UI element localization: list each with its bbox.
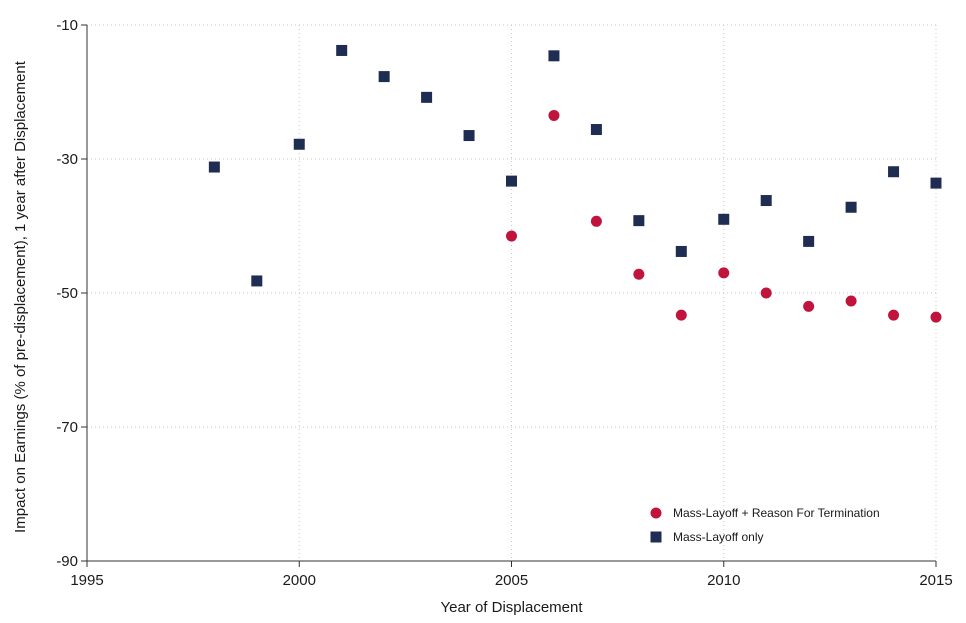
legend-marker-circle (650, 507, 662, 519)
y-tick-label: -50 (56, 285, 78, 302)
data-point-square (208, 161, 220, 173)
data-point-square (718, 213, 730, 225)
data-point-circle (930, 311, 942, 323)
legend-marker-square (650, 531, 662, 543)
data-point-square (251, 275, 263, 287)
data-point-square (378, 71, 390, 83)
x-axis-title: Year of Displacement (440, 599, 583, 616)
x-tick-label: 2010 (707, 572, 740, 589)
x-tick-label: 1995 (70, 572, 103, 589)
data-points (208, 44, 942, 323)
data-point-circle (506, 230, 517, 242)
y-axis-title: Impact on Earnings (% of pre-displacemen… (12, 60, 29, 533)
data-point-square (590, 124, 602, 136)
x-axis-ticks: 1995 2000 2005 2010 2015 (70, 561, 953, 589)
data-point-circle (718, 267, 730, 279)
data-point-square (675, 245, 687, 257)
data-point-circle (675, 309, 687, 321)
legend-label-mass-layoff-only: Mass-Layoff only (673, 530, 764, 544)
data-point-circle (590, 215, 602, 227)
data-point-square (888, 166, 900, 178)
data-point-circle (845, 295, 857, 307)
y-axis-ticks: -10 -30 -50 -70 -90 (56, 17, 87, 570)
x-tick-label: 2005 (495, 572, 528, 589)
data-point-square (548, 50, 560, 62)
data-point-square (421, 91, 433, 103)
x-tick-label: 2015 (919, 572, 952, 589)
data-point-square (336, 44, 348, 56)
data-point-square (463, 130, 475, 142)
legend: Mass-Layoff + Reason For Termination Mas… (650, 506, 880, 544)
gridlines (87, 24, 937, 561)
data-point-square (633, 215, 645, 227)
y-tick-label: -70 (56, 419, 78, 436)
data-point-circle (888, 309, 900, 321)
legend-label-mass-layoff-reason: Mass-Layoff + Reason For Termination (673, 506, 880, 520)
data-point-square (506, 175, 517, 187)
data-point-circle (760, 287, 772, 299)
y-tick-label: -90 (56, 553, 78, 570)
y-tick-label: -30 (56, 151, 78, 168)
data-point-square (760, 195, 772, 207)
data-point-circle (803, 300, 815, 312)
data-point-circle (548, 109, 560, 121)
x-tick-label: 2000 (283, 572, 316, 589)
data-point-square (845, 201, 857, 213)
data-point-square (803, 235, 815, 247)
data-point-square (293, 138, 305, 150)
data-point-square (930, 177, 942, 189)
data-point-circle (633, 268, 645, 280)
y-tick-label: -10 (56, 17, 78, 34)
